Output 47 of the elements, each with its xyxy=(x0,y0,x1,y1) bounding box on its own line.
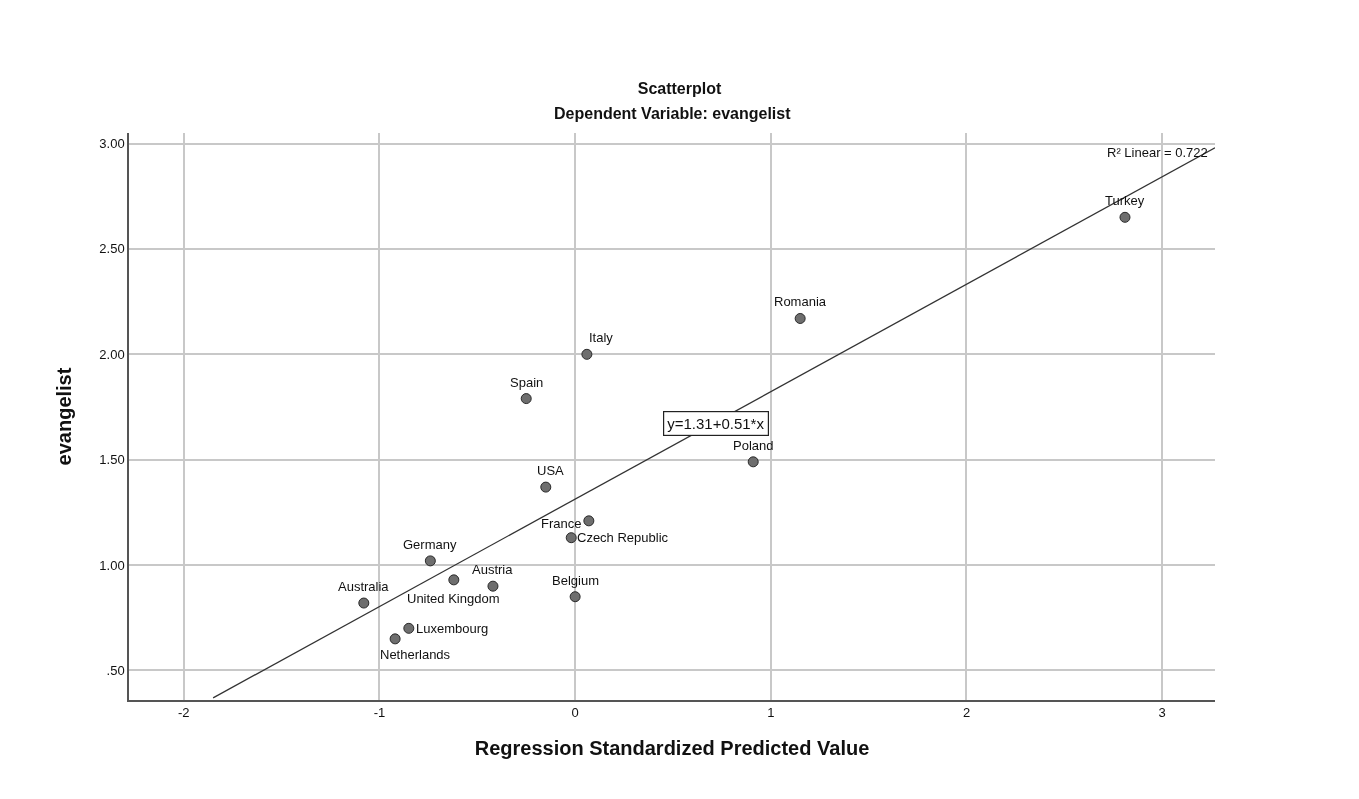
annotation: Netherlands xyxy=(380,647,451,662)
point xyxy=(487,580,499,592)
point xyxy=(569,591,581,603)
point xyxy=(794,312,806,324)
annotation: R² Linear = 0.722 xyxy=(1107,145,1208,160)
annotation: United Kingdom xyxy=(407,591,500,606)
point xyxy=(540,481,552,493)
annotation: Spain xyxy=(510,375,544,390)
y-tick-label: 2.00 xyxy=(99,346,125,362)
annotation: Belgium xyxy=(552,573,599,588)
point xyxy=(565,532,577,544)
annotation: Czech Republic xyxy=(577,530,669,545)
point xyxy=(581,348,593,360)
y-tick-label: 3.00 xyxy=(99,136,125,152)
annotation: Romania xyxy=(774,294,827,309)
annotation: Australia xyxy=(338,579,390,594)
x-tick-label: -2 xyxy=(178,705,190,721)
annotation: Austria xyxy=(472,562,514,577)
point xyxy=(747,456,759,468)
x-tick-label: 1 xyxy=(767,705,775,721)
y-tick-label: 1.50 xyxy=(99,452,125,468)
x-tick-label: 2 xyxy=(962,705,971,721)
point xyxy=(424,555,436,567)
annotation: Germany xyxy=(403,537,457,552)
y-tick-label: 1.00 xyxy=(99,557,125,573)
y-tick-label: 2.50 xyxy=(99,241,125,257)
point xyxy=(1119,211,1131,223)
annotation: France xyxy=(541,516,582,531)
x-tick-label: -1 xyxy=(373,705,386,721)
annotation: Italy xyxy=(589,330,614,345)
annotation: y=1.31+0.51*x xyxy=(667,415,765,433)
x-tick-label: 0 xyxy=(571,705,579,721)
point xyxy=(520,393,532,405)
annotation: Luxembourg xyxy=(416,621,489,636)
y-tick-label: .50 xyxy=(106,663,125,679)
chart-title: Scatterplot xyxy=(637,79,722,97)
point xyxy=(358,597,370,609)
point xyxy=(389,633,401,645)
annotation: USA xyxy=(537,463,565,478)
point xyxy=(583,515,595,527)
x-axis-title: Regression Standardized Predicted Value xyxy=(474,737,870,760)
chart-subtitle: Dependent Variable: evangelist xyxy=(554,105,792,122)
point xyxy=(403,622,415,634)
y-axis-title: evangelist xyxy=(53,367,76,466)
point xyxy=(448,574,460,586)
annotation: Poland xyxy=(733,438,774,453)
x-tick-label: 3 xyxy=(1158,705,1166,721)
